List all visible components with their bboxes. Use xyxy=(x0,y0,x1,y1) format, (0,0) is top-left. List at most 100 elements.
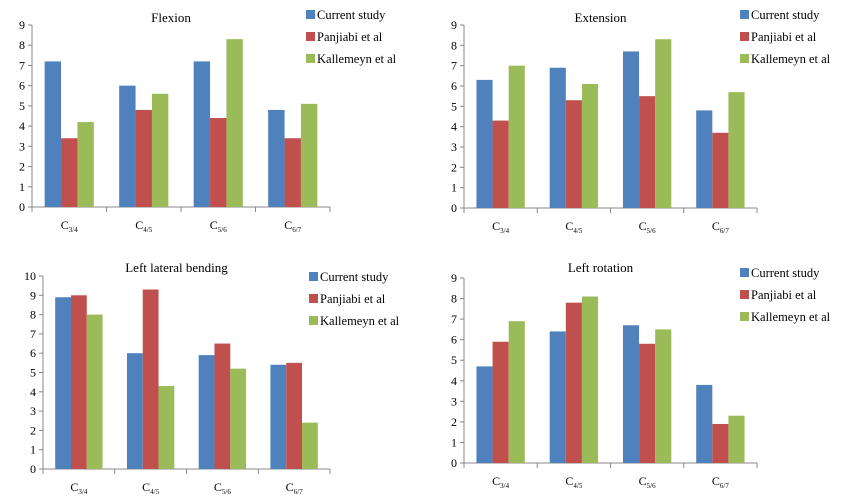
x-tick-label: C3/4 xyxy=(61,218,78,234)
legend-label: Panjiabi et al xyxy=(317,30,383,44)
y-tick-label: 6 xyxy=(30,346,36,360)
legend-label: Kallemeyn et al xyxy=(320,314,400,328)
x-tick-label-main: C xyxy=(492,219,500,233)
legend-label: Panjiabi et al xyxy=(320,292,386,306)
x-tick-label: C3/4 xyxy=(70,480,87,496)
bar-current-study-5-6 xyxy=(622,51,640,208)
legend-label: Panjiabi et al xyxy=(751,288,817,302)
y-tick-label: 5 xyxy=(451,99,457,113)
y-tick-label: 2 xyxy=(451,160,457,174)
bar-panjiabi-et-al-4-5 xyxy=(565,302,582,463)
legend-label: Panjiabi et al xyxy=(751,30,817,44)
bar-panjiabi-et-al-5-6 xyxy=(214,343,231,469)
bar-kallemeyn-et-al-6-7 xyxy=(300,103,318,207)
legend-swatch xyxy=(309,316,318,325)
x-tick-label-main: C xyxy=(639,474,647,488)
x-tick-label-sub: 3/4 xyxy=(500,227,509,235)
chart-left-lateral-bending: Left lateral bending 0 1 2 3 4 5 6 7 8 9 10 C3/4 C4/5… xyxy=(0,250,421,500)
bar-panjiabi-et-al-3-4 xyxy=(70,295,87,469)
x-tick-label-sub: 4/5 xyxy=(573,482,582,490)
legend-swatch xyxy=(309,294,318,303)
bar-kallemeyn-et-al-5-6 xyxy=(655,329,672,463)
chart-left-rotation: Left rotation 0 1 2 3 4 5 6 7 8 9 C3/4 C4/5 C5/6 C6/7 C… xyxy=(421,250,842,500)
legend-label: Kallemeyn et al xyxy=(751,52,831,66)
y-tick-label: 1 xyxy=(451,435,457,449)
x-tick-label-main: C xyxy=(492,474,500,488)
bar-panjiabi-et-al-5-6 xyxy=(639,96,656,208)
bar-current-study-3-4 xyxy=(476,366,493,463)
x-tick-label: C6/7 xyxy=(712,474,729,490)
x-tick-label-main: C xyxy=(135,218,143,232)
x-tick-label: C6/7 xyxy=(712,219,729,235)
y-tick-label: 6 xyxy=(451,333,457,347)
bar-current-study-4-5 xyxy=(549,67,566,208)
bar-current-study-6-7 xyxy=(696,110,713,208)
y-tick-label: 5 xyxy=(451,353,457,367)
legend-swatch xyxy=(306,10,315,19)
x-tick-label: C3/4 xyxy=(492,474,509,490)
y-tick-label: 6 xyxy=(451,79,457,93)
x-tick-label-main: C xyxy=(214,480,222,494)
y-tick-label: 3 xyxy=(451,140,457,154)
y-tick-label: 7 xyxy=(451,312,457,326)
y-tick-label: 3 xyxy=(19,139,25,153)
y-tick-label: 3 xyxy=(30,404,36,418)
bar-current-study-3-4 xyxy=(476,79,493,209)
legend-label: Kallemeyn et al xyxy=(317,52,397,66)
y-tick-label: 7 xyxy=(30,327,36,341)
y-tick-label: 1 xyxy=(30,443,36,457)
x-tick-label: C3/4 xyxy=(492,219,509,235)
x-tick-label-main: C xyxy=(284,218,292,232)
y-tick-label: 7 xyxy=(19,58,25,72)
legend-swatch xyxy=(740,10,749,19)
legend-label: Current study xyxy=(317,8,386,22)
y-tick-label: 0 xyxy=(451,201,457,215)
x-tick-label-sub: 5/6 xyxy=(647,482,656,490)
y-tick-label: 10 xyxy=(24,269,36,283)
legend-label: Current study xyxy=(320,270,389,284)
bar-current-study-4-5 xyxy=(126,353,143,469)
bar-panjiabi-et-al-4-5 xyxy=(565,100,582,208)
chart-title: Left lateral bending xyxy=(125,260,228,275)
chart-flexion: Flexion 0 1 2 3 4 5 6 7 8 9 C3/4 C4/5 C5/6 C6/7 Current… xyxy=(0,0,421,250)
x-tick-label-sub: 3/4 xyxy=(78,488,87,496)
x-tick-label: C5/6 xyxy=(639,474,656,490)
bar-kallemeyn-et-al-6-7 xyxy=(728,415,745,463)
bar-current-study-4-5 xyxy=(119,85,136,207)
y-tick-label: 4 xyxy=(19,119,25,133)
legend-swatch xyxy=(306,32,315,41)
x-tick-label-main: C xyxy=(142,480,150,494)
y-tick-label: 1 xyxy=(451,181,457,195)
x-tick-label-sub: 6/7 xyxy=(292,226,301,234)
bar-panjiabi-et-al-4-5 xyxy=(135,109,152,207)
bar-current-study-5-6 xyxy=(198,355,215,469)
bar-current-study-6-7 xyxy=(270,364,287,469)
bar-current-study-3-4 xyxy=(44,61,62,208)
x-tick-label-main: C xyxy=(61,218,69,232)
x-tick-label-main: C xyxy=(712,219,720,233)
bar-kallemeyn-et-al-5-6 xyxy=(655,39,672,208)
bar-kallemeyn-et-al-4-5 xyxy=(151,93,169,207)
y-tick-label: 9 xyxy=(30,288,36,302)
legend-swatch xyxy=(740,312,749,321)
x-tick-label-sub: 4/5 xyxy=(150,488,159,496)
x-tick-label: C5/6 xyxy=(210,218,227,234)
legend-label: Current study xyxy=(751,266,820,280)
x-tick-label-sub: 4/5 xyxy=(573,227,582,235)
bar-panjiabi-et-al-5-6 xyxy=(639,343,656,463)
y-tick-label: 0 xyxy=(19,200,25,214)
legend-swatch xyxy=(740,54,749,63)
y-tick-label: 9 xyxy=(19,18,25,32)
legend-label: Kallemeyn et al xyxy=(751,310,831,324)
bar-current-study-5-6 xyxy=(193,61,211,208)
bar-kallemeyn-et-al-3-4 xyxy=(508,65,525,209)
bar-kallemeyn-et-al-3-4 xyxy=(77,122,94,207)
bar-kallemeyn-et-al-6-7 xyxy=(302,422,318,469)
legend-swatch xyxy=(740,32,749,41)
y-tick-label: 1 xyxy=(19,180,25,194)
bar-kallemeyn-et-al-5-6 xyxy=(230,368,247,469)
bar-panjiabi-et-al-6-7 xyxy=(284,138,301,207)
x-tick-label: C4/5 xyxy=(142,480,159,496)
x-tick-label-sub: 4/5 xyxy=(143,226,152,234)
